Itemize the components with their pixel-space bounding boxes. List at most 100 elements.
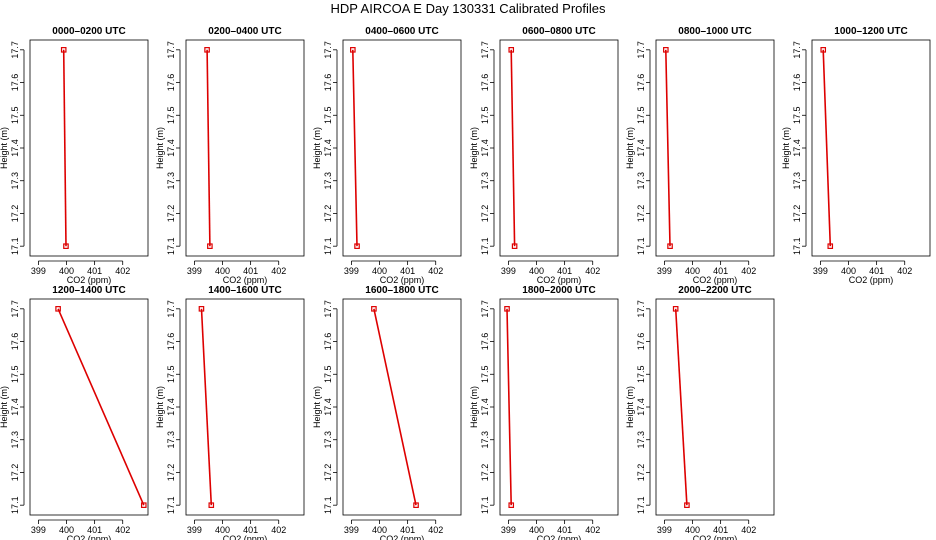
y-tick-label: 17.6 — [480, 333, 490, 351]
profile-line — [206, 49, 211, 247]
y-tick-label: 17.2 — [480, 205, 490, 223]
panel-title: 1000–1200 UTC — [834, 26, 907, 37]
x-tick-label: 401 — [557, 266, 572, 276]
y-tick-label: 17.1 — [480, 496, 490, 514]
y-tick-label: 17.2 — [10, 464, 20, 482]
y-tick-label: 17.4 — [10, 139, 20, 157]
y-tick-label: 17.2 — [636, 205, 646, 223]
x-tick-label: 402 — [428, 266, 443, 276]
y-tick-label: 17.2 — [323, 205, 333, 223]
x-tick-label: 400 — [372, 266, 387, 276]
y-tick-label: 17.4 — [636, 398, 646, 416]
y-axis-label: Height (m) — [469, 386, 479, 428]
y-tick-label: 17.7 — [323, 41, 333, 59]
x-tick-label: 400 — [529, 525, 544, 535]
x-tick-label: 402 — [585, 266, 600, 276]
x-tick-label: 401 — [243, 266, 258, 276]
y-tick-label: 17.1 — [10, 237, 20, 255]
profile-line — [510, 49, 516, 247]
profile-line — [352, 49, 358, 247]
y-tick-label: 17.6 — [323, 333, 333, 351]
x-tick-label: 399 — [187, 266, 202, 276]
y-tick-label: 17.7 — [480, 41, 490, 59]
x-tick-label: 400 — [372, 525, 387, 535]
data-point — [504, 306, 510, 312]
y-axis-label: Height (m) — [469, 127, 479, 169]
panel-title: 1200–1400 UTC — [52, 285, 125, 296]
y-tick-label: 17.4 — [166, 139, 176, 157]
x-tick-label: 402 — [585, 525, 600, 535]
x-tick-label: 401 — [87, 525, 102, 535]
y-tick-label: 17.7 — [636, 300, 646, 318]
x-tick-label: 399 — [501, 525, 516, 535]
y-tick-label: 17.5 — [10, 107, 20, 125]
data-point — [198, 306, 205, 312]
data-point — [371, 306, 377, 312]
x-tick-label: 401 — [243, 525, 258, 535]
x-axis-label: CO2 (ppm) — [537, 534, 582, 540]
y-axis-label: Height (m) — [0, 386, 9, 428]
x-axis-label: CO2 (ppm) — [223, 275, 268, 285]
plot-frame — [499, 298, 619, 516]
panel-title: 0000–0200 UTC — [52, 26, 125, 37]
y-tick-label: 17.7 — [792, 41, 802, 59]
plot-frame — [499, 39, 619, 257]
plot-frame — [185, 39, 305, 257]
data-point — [508, 502, 515, 508]
data-point — [827, 243, 834, 249]
x-tick-label: 399 — [501, 266, 516, 276]
y-tick-label: 17.3 — [10, 172, 20, 190]
x-tick-label: 401 — [713, 525, 728, 535]
y-axis-label: Height (m) — [781, 127, 791, 169]
x-tick-label: 399 — [187, 525, 202, 535]
y-tick-label: 17.4 — [636, 139, 646, 157]
x-tick-label: 402 — [428, 525, 443, 535]
y-tick-label: 17.4 — [480, 139, 490, 157]
x-tick-label: 399 — [31, 266, 46, 276]
y-tick-label: 17.7 — [323, 300, 333, 318]
data-point — [684, 502, 690, 508]
y-tick-label: 17.1 — [636, 237, 646, 255]
y-tick-label: 17.1 — [10, 496, 20, 514]
y-tick-label: 17.1 — [166, 237, 176, 255]
y-tick-label: 17.6 — [636, 333, 646, 351]
data-point — [204, 47, 210, 53]
x-tick-label: 399 — [657, 525, 672, 535]
x-tick-label: 401 — [87, 266, 102, 276]
x-tick-label: 400 — [685, 266, 700, 276]
x-axis-label: CO2 (ppm) — [380, 275, 425, 285]
y-tick-label: 17.4 — [792, 139, 802, 157]
x-axis-label: CO2 (ppm) — [693, 275, 738, 285]
x-axis-label: CO2 (ppm) — [693, 534, 738, 540]
y-tick-label: 17.3 — [636, 431, 646, 449]
y-tick-label: 17.2 — [323, 464, 333, 482]
plot-frame — [655, 298, 775, 516]
panel-title: 0800–1000 UTC — [678, 26, 751, 37]
y-tick-label: 17.1 — [323, 237, 333, 255]
profile-line — [62, 49, 67, 247]
profile-line — [674, 308, 688, 506]
y-tick-label: 17.3 — [166, 172, 176, 190]
y-tick-label: 17.1 — [792, 237, 802, 255]
y-axis-label: Height (m) — [625, 127, 635, 169]
data-point — [55, 306, 61, 312]
y-tick-label: 17.1 — [636, 496, 646, 514]
panel-title: 1800–2000 UTC — [522, 285, 595, 296]
x-tick-label: 401 — [869, 266, 884, 276]
panel-title: 0600–0800 UTC — [522, 26, 595, 37]
y-tick-label: 17.6 — [636, 74, 646, 92]
x-tick-label: 402 — [741, 525, 756, 535]
y-axis-label: Height (m) — [155, 386, 165, 428]
x-axis-label: CO2 (ppm) — [223, 534, 268, 540]
plot-frame — [29, 39, 149, 257]
y-tick-label: 17.3 — [636, 172, 646, 190]
y-tick-label: 17.7 — [10, 41, 20, 59]
